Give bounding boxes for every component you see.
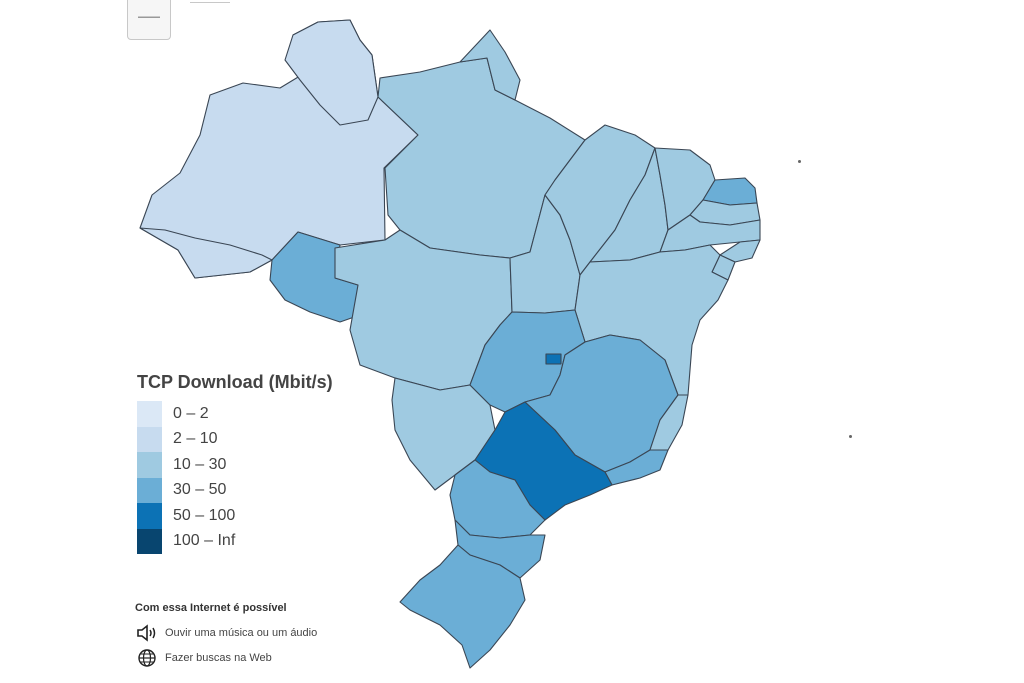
- legend-swatch: [137, 528, 162, 554]
- legend-label: 10 – 30: [173, 455, 227, 473]
- legend-item: 2 – 10: [137, 426, 333, 452]
- region-rj[interactable]: [604, 449, 669, 486]
- island-dot: [849, 435, 852, 438]
- region-ac[interactable]: [139, 227, 273, 279]
- zoom-control-edge: [190, 0, 230, 3]
- region-al[interactable]: [719, 239, 761, 263]
- info-item-web: Fazer buscas na Web: [135, 647, 317, 669]
- zoom-out-button[interactable]: —: [127, 0, 171, 40]
- island-dot: [798, 160, 801, 163]
- legend-label: 2 – 10: [173, 430, 218, 448]
- legend-rows: 0 – 2 2 – 10 10 – 30 30 – 50 50 – 100 100 – I…: [137, 401, 333, 554]
- info-item-label: Fazer buscas na Web: [165, 652, 272, 664]
- info-item-label: Ouvir uma música ou um áudio: [165, 627, 318, 639]
- info-panel: Com essa Internet é possível Ouvir uma m…: [135, 602, 317, 672]
- region-rs[interactable]: [399, 544, 526, 669]
- legend-item: 0 – 2: [137, 401, 333, 427]
- legend-swatch: [137, 426, 162, 452]
- info-item-audio: Ouvir uma música ou um áudio: [135, 622, 317, 644]
- region-ap[interactable]: [459, 29, 521, 101]
- legend-swatch: [137, 503, 162, 529]
- legend-item: 30 – 50: [137, 477, 333, 503]
- info-title: Com essa Internet é possível: [135, 602, 287, 614]
- legend-swatch: [137, 452, 162, 478]
- legend-swatch: [137, 477, 162, 503]
- legend-label: 100 – Inf: [173, 532, 236, 550]
- legend-label: 50 – 100: [173, 506, 236, 524]
- legend-item: 100 – Inf: [137, 528, 333, 554]
- legend-item: 10 – 30: [137, 452, 333, 478]
- legend-label: 30 – 50: [173, 481, 227, 499]
- region-rr[interactable]: [284, 19, 379, 126]
- legend: TCP Download (Mbit/s) 0 – 2 2 – 10 10 – 30…: [137, 372, 333, 554]
- legend-label: 0 – 2: [173, 404, 209, 422]
- legend-swatch: [137, 401, 162, 427]
- region-df[interactable]: [545, 353, 562, 365]
- globe-icon: [138, 649, 156, 667]
- legend-title: TCP Download (Mbit/s): [137, 372, 333, 392]
- legend-item: 50 – 100: [137, 503, 333, 529]
- speaker-icon: [137, 624, 156, 642]
